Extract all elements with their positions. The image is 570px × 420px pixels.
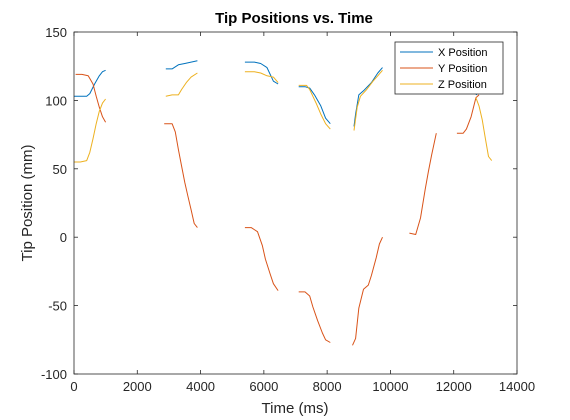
x-axis-label: Time (ms): [262, 400, 329, 417]
legend-label: X Position: [438, 47, 488, 59]
y-position-segment-2: [164, 123, 198, 228]
legend-label: Y Position: [438, 63, 487, 75]
z-position-series: [74, 69, 493, 163]
y-axis-label: Tip Position (mm): [19, 145, 36, 262]
z-position-segment-5: [353, 69, 383, 131]
chart-title: Tip Positions vs. Time: [215, 10, 373, 27]
x-tick-label: 0: [70, 379, 77, 394]
y-position-series: [75, 73, 480, 346]
y-tick-label: 100: [45, 93, 67, 108]
y-tick-label: 0: [60, 230, 67, 245]
x-tick-label: 6000: [249, 379, 278, 394]
legend-item: Z Position: [400, 79, 487, 91]
y-position-segment-7: [456, 94, 480, 134]
x-tick-label: 14000: [499, 379, 535, 394]
x-position-segment-2: [165, 60, 198, 70]
y-tick-label: 150: [45, 25, 67, 40]
x-position-segment-5: [353, 67, 383, 127]
y-position-segment-1: [75, 73, 107, 123]
x-position-segment-3: [244, 61, 279, 85]
y-tick-label: -50: [48, 299, 67, 314]
x-tick-label: 10000: [372, 379, 408, 394]
z-position-segment-1: [74, 98, 106, 163]
x-tick-label: 2000: [123, 379, 152, 394]
x-tick-label: 8000: [313, 379, 342, 394]
legend: X Position Y Position Z Position: [394, 41, 504, 95]
y-position-segment-6: [409, 133, 437, 235]
legend-item: X Position: [400, 47, 488, 59]
x-position-segment-4: [298, 86, 331, 125]
legend-label: Z Position: [438, 79, 487, 91]
y-position-segment-5: [352, 236, 383, 346]
x-tick-label: 12000: [436, 379, 472, 394]
axes-layer: 0 2000 4000 6000 8000 10000 12000 14000 -100 -50 0…: [41, 25, 535, 394]
y-position-segment-4: [298, 291, 331, 343]
y-tick-label: 50: [53, 162, 67, 177]
x-position-segment-1: [74, 69, 106, 97]
x-tick-label: 4000: [186, 379, 215, 394]
z-position-segment-4: [298, 84, 331, 130]
z-position-segment-2: [165, 72, 198, 97]
y-tick-label: -100: [41, 367, 67, 382]
z-position-segment-6: [475, 97, 493, 161]
legend-item: Y Position: [400, 63, 487, 75]
axes-box: [73, 31, 518, 375]
y-position-segment-3: [244, 227, 279, 291]
z-position-segment-3: [244, 71, 279, 83]
